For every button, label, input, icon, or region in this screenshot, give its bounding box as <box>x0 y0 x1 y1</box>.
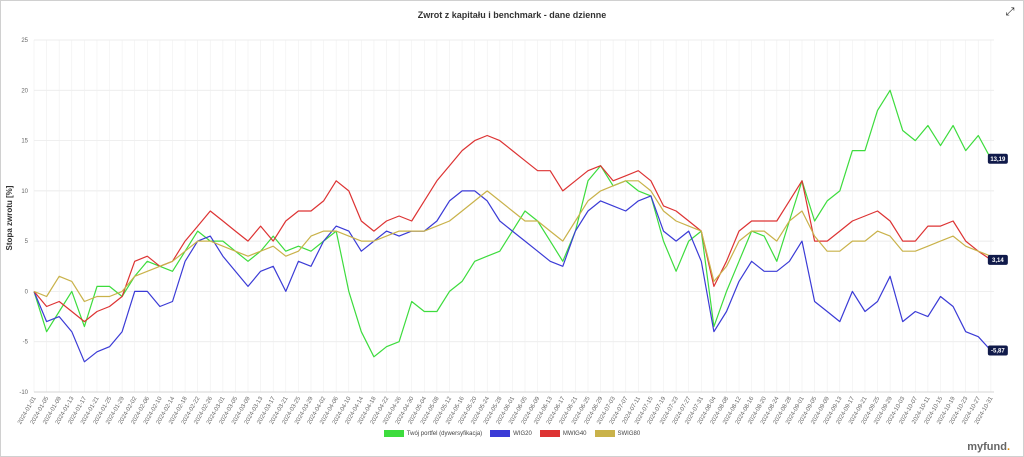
legend-swatch <box>383 430 404 437</box>
legend-swatch <box>490 430 511 437</box>
legend-item-1[interactable]: Twój portfel (dywersyfikacja) <box>383 430 483 437</box>
x-axis-ticks: 2024-01-012024-01-052024-01-092024-01-13… <box>17 395 995 425</box>
legend-label: WIG20 <box>513 430 532 437</box>
series-lines <box>33 89 992 363</box>
brand-logo: myfund. <box>967 441 1010 453</box>
y-tick-label: 5 <box>25 239 29 245</box>
y-axis-label: Stopa zwrotu [%] <box>5 185 14 250</box>
chart-title: Zwrot z kapitału i benchmark - dane dzie… <box>417 10 607 20</box>
end-label-2: -5,87 <box>987 345 1008 356</box>
chart-legend: Twój portfel (dywersyfikacja) WIG20 MWIG40… <box>0 430 1024 437</box>
end-labels: 13,19 -5,87 3,14 <box>987 153 1008 356</box>
legend-swatch <box>594 430 615 437</box>
y-tick-label: -5 <box>23 340 29 346</box>
legend-swatch <box>539 430 560 437</box>
legend-label: Twój portfel (dywersyfikacja) <box>406 430 483 437</box>
y-tick-label: 0 <box>25 289 29 295</box>
y-tick-label: 10 <box>21 189 28 195</box>
end-label-3: 3,14 <box>987 254 1008 265</box>
series-line-4 <box>33 180 992 303</box>
y-axis-ticks: -10 -5 0 5 10 15 20 25 <box>19 38 28 396</box>
y-tick-label: 20 <box>21 88 28 94</box>
end-label-text: 3,14 <box>992 258 1004 264</box>
series-line-3 <box>33 134 992 323</box>
end-label-text: -5,87 <box>991 348 1005 354</box>
y-tick-label: -10 <box>19 390 28 396</box>
legend-item-4[interactable]: SWIG80 <box>594 430 641 437</box>
series-line-2 <box>33 190 992 363</box>
legend-item-3[interactable]: MWIG40 <box>539 430 587 437</box>
end-label-text: 13,19 <box>990 157 1006 163</box>
legend-item-2[interactable]: WIG20 <box>490 430 532 437</box>
chart-grid <box>33 39 994 393</box>
legend-label: MWIG40 <box>562 430 587 437</box>
expand-icon[interactable]: ⤢ <box>1005 6 1015 18</box>
y-tick-label: 25 <box>21 38 28 44</box>
legend-label: SWIG80 <box>617 430 641 437</box>
end-label-1: 13,19 <box>987 153 1008 164</box>
y-tick-label: 15 <box>21 139 28 145</box>
